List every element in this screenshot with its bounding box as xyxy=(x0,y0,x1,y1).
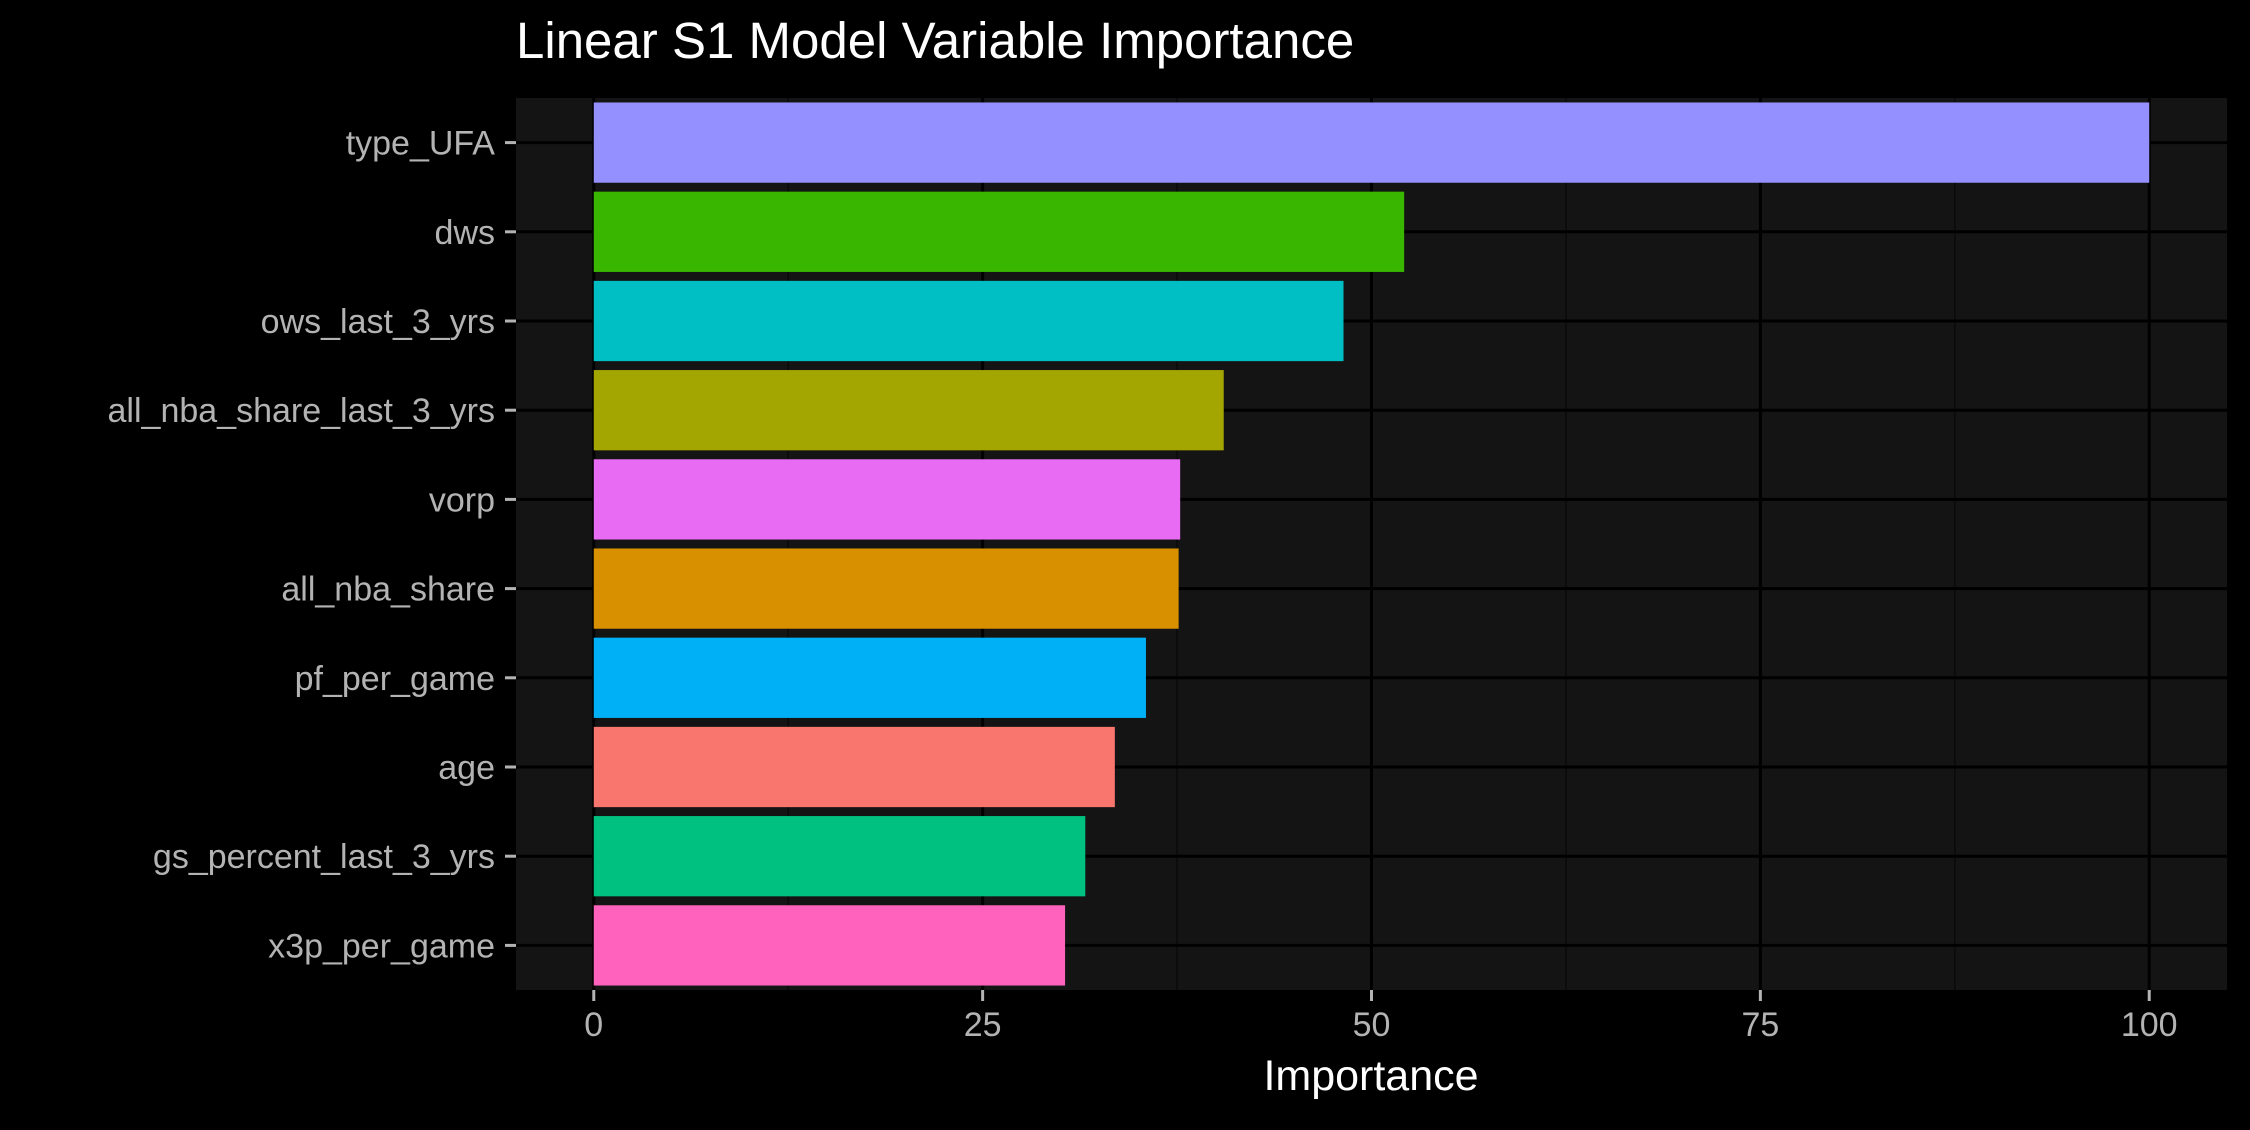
x-axis-title: Importance xyxy=(1263,1052,1478,1100)
y-tick-label: type_UFA xyxy=(346,125,496,163)
y-tick-label: pf_per_game xyxy=(295,660,495,698)
bar-age xyxy=(593,726,1115,808)
bar-vorp xyxy=(593,459,1181,540)
x-tick-label: 50 xyxy=(1353,1006,1391,1044)
y-tick-label: age xyxy=(438,749,495,787)
bar-x3p-per-game xyxy=(593,905,1066,986)
x-axis: 0 25 50 75 100 xyxy=(584,990,2178,1044)
y-tick-label: all_nba_share xyxy=(281,571,495,609)
bar-gs-percent-last-3-yrs xyxy=(593,816,1086,897)
x-tick-label: 100 xyxy=(2121,1006,2178,1044)
x-tick-label: 75 xyxy=(1741,1006,1779,1044)
x-tick-label: 0 xyxy=(584,1006,603,1044)
chart-title: Linear S1 Model Variable Importance xyxy=(516,12,1354,69)
bar-all-nba-share-last-3-yrs xyxy=(593,370,1224,451)
y-tick-label: gs_percent_last_3_yrs xyxy=(153,838,495,876)
bar-type-UFA xyxy=(593,102,2150,183)
y-tick-label: all_nba_share_last_3_yrs xyxy=(108,392,495,430)
bars xyxy=(593,102,2150,986)
x-tick-label: 25 xyxy=(964,1006,1002,1044)
bar-all-nba-share xyxy=(593,548,1179,629)
bar-pf-per-game xyxy=(593,637,1146,718)
bar-ows-last-3-yrs xyxy=(593,280,1344,362)
y-tick-label: x3p_per_game xyxy=(268,927,495,965)
y-tick-label: dws xyxy=(435,214,495,252)
bar-dws xyxy=(593,191,1405,272)
y-tick-label: vorp xyxy=(429,481,495,519)
y-tick-label: ows_last_3_yrs xyxy=(261,303,495,341)
